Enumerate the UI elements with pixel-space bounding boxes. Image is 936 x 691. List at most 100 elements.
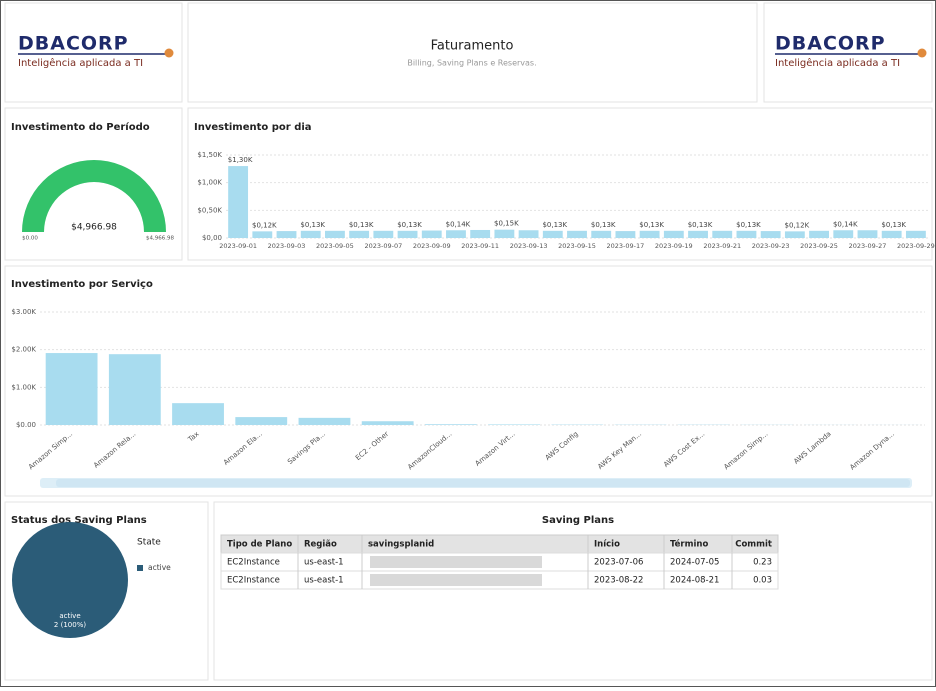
- bar: [373, 231, 393, 238]
- table-cell: 0.03: [753, 576, 772, 586]
- bar: [737, 231, 757, 238]
- value-label: $0,13K: [349, 221, 374, 229]
- table-cell: us-east-1: [304, 576, 344, 586]
- x-tick-label: 2023-09-13: [510, 242, 548, 250]
- y-tick-label: $0.00: [16, 421, 36, 429]
- bar: [299, 418, 351, 425]
- bar: [688, 231, 708, 238]
- value-label: $0,13K: [639, 221, 664, 229]
- gauge-min: $0.00: [22, 236, 38, 242]
- bar: [567, 231, 587, 238]
- value-label: $0,13K: [688, 221, 713, 229]
- value-label: $0,13K: [736, 221, 761, 229]
- panel-title: Investimento do Período: [11, 121, 150, 133]
- header-subtitle: Billing, Saving Plans e Reservas.: [407, 59, 536, 68]
- x-tick-label: 2023-09-23: [752, 242, 790, 250]
- scrollbar-thumb[interactable]: [56, 479, 910, 487]
- bar: [446, 230, 466, 238]
- logo-tagline: Inteligência aplicada a TI: [775, 57, 900, 69]
- table-cell: EC2Instance: [227, 558, 280, 568]
- x-tick-label: 2023-09-05: [316, 242, 354, 250]
- table-cell: 2023-07-06: [594, 558, 643, 568]
- y-tick-label: $0,00: [202, 234, 222, 242]
- x-tick-label: 2023-09-11: [461, 242, 499, 250]
- bar: [858, 230, 878, 238]
- table-cell: us-east-1: [304, 558, 344, 568]
- y-tick-label: $1,50K: [197, 151, 222, 159]
- bar: [640, 231, 660, 238]
- value-label: $0,14K: [833, 220, 858, 228]
- bar: [422, 231, 442, 238]
- bar: [785, 231, 805, 238]
- bar: [252, 231, 272, 238]
- bar: [362, 421, 414, 425]
- panel-title: Investimento por Serviço: [11, 279, 153, 290]
- bar: [349, 231, 369, 238]
- column-header: Commit: [735, 540, 772, 550]
- value-label: $0,14K: [446, 220, 471, 228]
- bar: [398, 231, 418, 238]
- logo-dot: [918, 49, 927, 58]
- value-label: $1,30K: [228, 156, 253, 164]
- panel-title: Investimento por dia: [194, 122, 312, 133]
- y-tick-label: $1.00K: [11, 383, 36, 391]
- table-cell: 2023-08-22: [594, 576, 643, 586]
- value-label: $0,13K: [300, 221, 325, 229]
- table-title: Saving Plans: [542, 515, 614, 526]
- column-header: Término: [670, 539, 708, 550]
- bar: [235, 417, 287, 425]
- legend-swatch: [137, 565, 143, 571]
- table-cell: 2024-07-05: [670, 558, 719, 568]
- bar: [109, 354, 161, 425]
- column-header: savingsplanid: [368, 540, 434, 550]
- bar: [470, 230, 490, 238]
- x-tick-label: 2023-09-01: [219, 242, 257, 250]
- y-tick-label: $3.00K: [11, 308, 36, 316]
- x-tick-label: 2023-09-09: [413, 242, 451, 250]
- bar: [712, 231, 732, 238]
- bar: [882, 231, 902, 238]
- redacted-id: [370, 556, 542, 568]
- y-tick-label: $2.00K: [11, 346, 36, 354]
- bar: [809, 231, 829, 238]
- value-label: $0,13K: [542, 221, 567, 229]
- bar: [488, 424, 540, 425]
- bar: [172, 403, 224, 425]
- bar: [906, 231, 926, 238]
- x-tick-label: 2023-09-15: [558, 242, 596, 250]
- x-tick-label: 2023-09-27: [849, 242, 887, 250]
- logo-tagline: Inteligência aplicada a TI: [18, 57, 143, 69]
- logo-text: DBACORP: [775, 33, 886, 55]
- bar: [833, 230, 853, 238]
- value-label: $0,13K: [397, 221, 422, 229]
- y-tick-label: $0,50K: [197, 206, 222, 214]
- bar: [615, 231, 635, 238]
- logo-dot: [165, 49, 174, 58]
- legend-title: State: [137, 538, 161, 548]
- slice-label: active: [59, 612, 80, 620]
- bar: [761, 231, 781, 238]
- column-header: Tipo de Plano: [227, 540, 292, 550]
- bar: [425, 424, 477, 425]
- value-label: $0,12K: [252, 221, 277, 229]
- bar: [301, 231, 321, 238]
- x-tick-label: 2023-09-21: [703, 242, 741, 250]
- bar: [46, 353, 98, 425]
- bar: [325, 231, 345, 238]
- gauge-max: $4,966.98: [146, 236, 174, 242]
- table-cell: EC2Instance: [227, 576, 280, 586]
- table-cell: 2024-08-21: [670, 576, 719, 586]
- slice-value: 2 (100%): [54, 621, 86, 629]
- redacted-id: [370, 574, 542, 586]
- x-tick-label: 2023-09-25: [800, 242, 838, 250]
- value-label: $0,13K: [591, 221, 616, 229]
- value-label: $0,13K: [881, 221, 906, 229]
- bar: [591, 231, 611, 238]
- value-label: $0,12K: [785, 221, 810, 229]
- bar: [543, 231, 563, 238]
- header-title: Faturamento: [431, 39, 514, 54]
- column-header: Início: [594, 540, 620, 550]
- logo-text: DBACORP: [18, 33, 129, 55]
- x-tick-label: 2023-09-29: [897, 242, 935, 250]
